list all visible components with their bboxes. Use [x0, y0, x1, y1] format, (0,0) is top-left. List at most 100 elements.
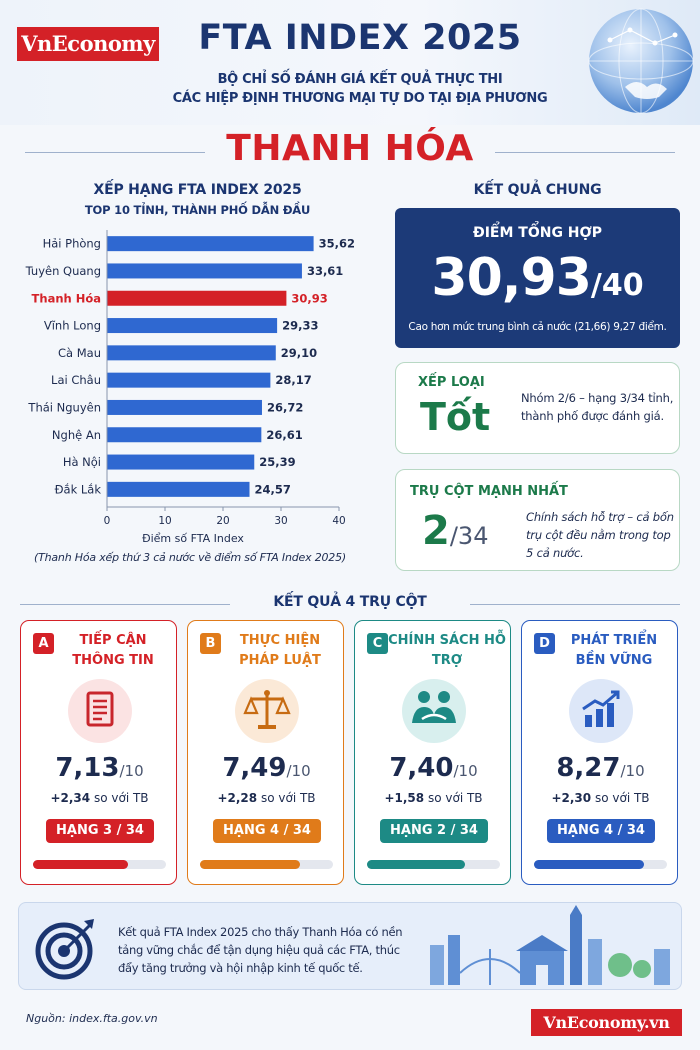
category-label: Hải Phòng — [43, 237, 101, 251]
handshake-icon — [412, 691, 456, 723]
divider-left — [25, 152, 205, 153]
pillar-score-value: 7,49 — [222, 753, 287, 783]
strongest-rank: 2 — [422, 508, 450, 554]
subtitle-line-2: CÁC HIỆP ĐỊNH THƯƠNG MẠI TỰ DO TẠI ĐỊA P… — [172, 91, 548, 106]
x-axis-label: Điểm số FTA Index — [142, 532, 244, 542]
bar — [107, 345, 276, 361]
bar — [107, 481, 250, 497]
pillar-title: PHÁT TRIỂN BỀN VỮNG — [570, 633, 658, 668]
pillar-icon-circle — [569, 679, 633, 743]
strongest-pillar-card: TRỤ CỘT MẠNH NHẤT 2/34 Chính sách hỗ trợ… — [395, 469, 680, 571]
pillar-comparison: +2,30 so với TB — [522, 791, 679, 805]
divider-right — [495, 152, 675, 153]
pillar-progress-track — [33, 860, 166, 869]
pillar-badge: B — [200, 633, 221, 654]
x-tick-label: 0 — [104, 515, 111, 527]
score-value: 30,93/40 — [395, 248, 680, 308]
value-label: 25,39 — [259, 455, 295, 469]
page-subtitle: BỘ CHỈ SỐ ĐÁNH GIÁ KẾT QUẢ THỰC THI CÁC … — [160, 70, 560, 108]
pillar-comparison: +2,28 so với TB — [188, 791, 345, 805]
globe-handshake-icon — [588, 8, 694, 114]
header-banner — [0, 0, 700, 125]
source-note: Nguồn: index.fta.gov.vn — [26, 1012, 158, 1025]
x-tick-label: 10 — [158, 515, 171, 527]
category-label: Lai Châu — [51, 373, 101, 387]
pillar-score: 7,40/10 — [355, 753, 512, 783]
pillar-comparison: +1,58 so với TB — [355, 791, 512, 805]
pillar-progress-fill — [367, 860, 466, 869]
pillar-progress-track — [534, 860, 667, 869]
pillar-progress-track — [367, 860, 500, 869]
pillar-comparison-value: +2,28 — [217, 791, 258, 805]
score-label: ĐIỂM TỔNG HỢP — [472, 225, 603, 241]
pillar-progress-fill — [33, 860, 128, 869]
bar — [107, 290, 287, 306]
value-label: 26,61 — [266, 428, 302, 442]
pillar-score: 7,49/10 — [188, 753, 345, 783]
vneconomy-footer-logo[interactable]: VnEconomy.vn — [531, 1009, 682, 1036]
grade-value: Tốt — [420, 395, 491, 439]
grade-card: XẾP LOẠI Tốt Nhóm 2/6 – hạng 3/34 tỉnh, … — [395, 362, 680, 454]
pillar-comparison-value: +1,58 — [384, 791, 425, 805]
pillar-icon-circle — [402, 679, 466, 743]
pillar-comparison-value: +2,34 — [50, 791, 91, 805]
grade-description: Nhóm 2/6 – hạng 3/34 tỉnh, thành phố đượ… — [521, 391, 674, 423]
pillar-rank-badge: HẠNG 3 / 34 — [46, 819, 154, 843]
pillar-score-max: /10 — [286, 762, 311, 780]
pillar-score-max: /10 — [620, 762, 645, 780]
score-number: 30,93 — [431, 248, 591, 308]
overall-title: KẾT QUẢ CHUNG — [473, 182, 602, 198]
value-label: 24,57 — [255, 482, 291, 496]
page-title: FTA INDEX 2025 — [198, 18, 522, 58]
category-label: Nghệ An — [52, 428, 101, 442]
grade-label: XẾP LOẠI — [418, 375, 485, 390]
category-label: Hà Nội — [63, 455, 101, 469]
pillar-comparison-text: so với TB — [260, 791, 316, 805]
pillars-divider-left — [20, 604, 230, 605]
pillar-rank-badge: HẠNG 4 / 34 — [547, 819, 655, 843]
ranking-bar-chart: Hải Phòng 35,62 Tuyên Quang 33,61 Thanh Hóa 3… — [25, 230, 355, 542]
score-max: /40 — [590, 268, 644, 303]
category-label: Đắk Lắk — [55, 482, 102, 496]
pillar-comparison-value: +2,30 — [551, 791, 592, 805]
x-tick-label: 40 — [332, 515, 345, 527]
value-label: 29,10 — [281, 346, 317, 360]
pillar-card-a: A TIẾP CẬN THÔNG TIN 7,13/10 +2,34 so vớ… — [20, 620, 177, 885]
pillar-card-d: D PHÁT TRIỂN BỀN VỮNG 8,27/10 +2,30 so v… — [521, 620, 678, 885]
target-icon — [35, 919, 94, 980]
pillar-score: 8,27/10 — [522, 753, 679, 783]
ranking-subtitle: TOP 10 TỈNH, THÀNH PHỐ DẪN ĐẦU — [84, 203, 311, 217]
strongest-value: 2/34 — [422, 508, 488, 554]
value-label: 30,93 — [291, 291, 327, 305]
pillar-badge: C — [367, 633, 388, 654]
bar — [107, 454, 255, 470]
category-label: Thái Nguyên — [27, 400, 101, 414]
pillar-badge: A — [33, 633, 54, 654]
value-label: 29,33 — [282, 319, 318, 333]
ranking-note: (Thanh Hóa xếp thứ 3 cả nước về điểm số … — [34, 551, 346, 564]
pillar-score-value: 7,13 — [55, 753, 120, 783]
category-label: Vĩnh Long — [44, 319, 101, 333]
pillar-card-b: B THỰC HIỆN PHÁP LUẬT 7,49/10 +2,28 so v… — [187, 620, 344, 885]
value-label: 26,72 — [267, 400, 303, 414]
bar — [107, 399, 262, 415]
pillar-progress-fill — [200, 860, 300, 869]
value-label: 35,62 — [319, 237, 355, 251]
pillar-card-c: C CHÍNH SÁCH HỖ TRỢ 7,40/10 +1,58 so với… — [354, 620, 511, 885]
bar — [107, 427, 262, 443]
pillar-comparison-text: so với TB — [594, 791, 650, 805]
pillar-score: 7,13/10 — [21, 753, 178, 783]
pillar-comparison-text: so với TB — [427, 791, 483, 805]
pillar-comparison-text: so với TB — [93, 791, 149, 805]
bar — [107, 318, 278, 334]
category-label: Tuyên Quang — [25, 264, 101, 278]
pillar-icon-circle — [68, 679, 132, 743]
bar — [107, 372, 271, 388]
vneconomy-logo[interactable]: VnEconomy — [17, 27, 159, 61]
pillar-title: TIẾP CẬN THÔNG TIN — [72, 633, 154, 668]
score-description: Cao hơn mức trung bình cả nước (21,66) 9… — [408, 321, 667, 333]
pillar-score-value: 8,27 — [556, 753, 621, 783]
growth-chart-icon — [582, 690, 620, 727]
overall-score-card: ĐIỂM TỔNG HỢP 30,93/40 Cao hơn mức trung… — [395, 208, 680, 348]
strongest-label: TRỤ CỘT MẠNH NHẤT — [410, 484, 568, 499]
